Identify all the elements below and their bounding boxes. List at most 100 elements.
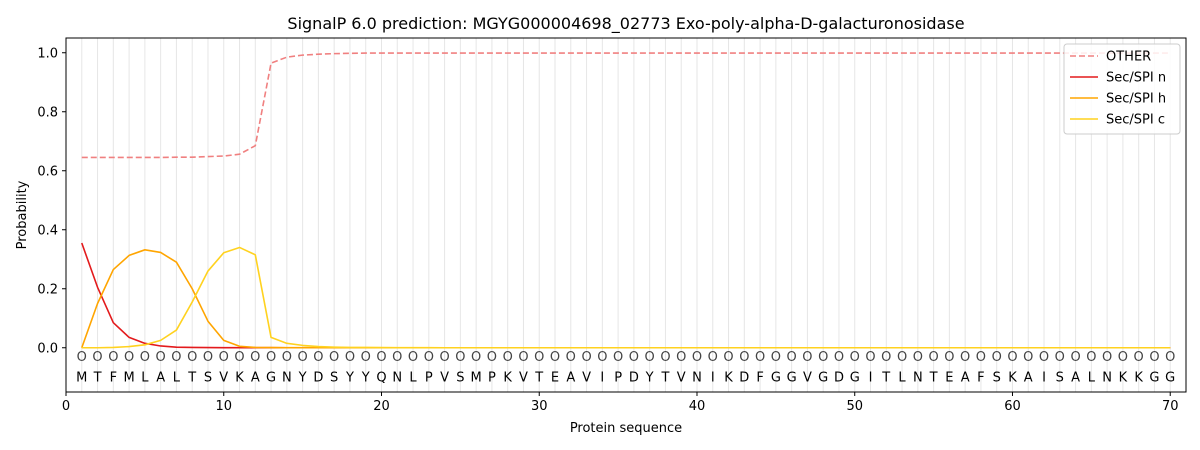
region-label: O	[392, 350, 402, 365]
region-label: O	[566, 350, 576, 365]
region-label: O	[1055, 350, 1065, 365]
sequence-letter: V	[219, 370, 228, 385]
sequence-letter: V	[803, 370, 812, 385]
region-label: O	[629, 350, 639, 365]
region-label: O	[802, 350, 812, 365]
region-label: O	[471, 350, 481, 365]
series-line-sec-spi-c	[81, 246, 1171, 349]
legend-entry: Sec/SPI c	[1106, 113, 1165, 128]
region-label: O	[771, 350, 781, 365]
series-line-other	[81, 52, 1171, 159]
sequence-letter: I	[711, 370, 715, 385]
sequence-letter: E	[551, 370, 559, 385]
vertical-grid	[81, 38, 1171, 392]
sequence-letter: A	[961, 370, 970, 385]
sequence-letter: S	[456, 370, 464, 385]
region-label: O	[298, 350, 308, 365]
sequence-letter: D	[739, 370, 749, 385]
sequence-letter: A	[566, 370, 575, 385]
x-axis-ticks: 0 10 20 30 40 50 60 70	[62, 392, 1179, 414]
sequence-letter: E	[945, 370, 953, 385]
sequence-letter: A	[251, 370, 260, 385]
sequence-letter: N	[1102, 370, 1112, 385]
sequence-letter: D	[629, 370, 639, 385]
region-label: O	[282, 350, 292, 365]
sequence-letter: K	[235, 370, 244, 385]
region-label: O	[708, 350, 718, 365]
sequence-letter: L	[1088, 370, 1096, 385]
region-label: O	[755, 350, 765, 365]
region-label: O	[518, 350, 528, 365]
legend: OTHER Sec/SPI n Sec/SPI h Sec/SPI c	[1063, 43, 1181, 135]
sequence-letter: K	[503, 370, 512, 385]
x-tick-label: 70	[1162, 399, 1179, 414]
region-label: O	[455, 350, 465, 365]
region-label: O	[597, 350, 607, 365]
sequence-letter: G	[818, 370, 828, 385]
region-label: O	[881, 350, 891, 365]
x-tick-label: 10	[215, 399, 232, 414]
region-label: O	[897, 350, 907, 365]
region-label: O	[913, 350, 923, 365]
region-label: O	[1134, 350, 1144, 365]
x-tick-label: 60	[1004, 399, 1021, 414]
sequence-letter: L	[141, 370, 149, 385]
region-label: O	[660, 350, 670, 365]
sequence-letter: G	[787, 370, 797, 385]
region-label: O	[313, 350, 323, 365]
sequence-letter: V	[677, 370, 686, 385]
sequence-letter: I	[1042, 370, 1046, 385]
region-label: O	[1086, 350, 1096, 365]
region-label: O	[361, 350, 371, 365]
region-label: O	[534, 350, 544, 365]
legend-entry: Sec/SPI h	[1106, 92, 1166, 107]
x-tick-label: 30	[531, 399, 548, 414]
region-label: O	[124, 350, 134, 365]
sequence-letter: S	[993, 370, 1001, 385]
sequence-letter: Y	[645, 370, 654, 385]
sequence-letter: Q	[376, 370, 386, 385]
x-tick-label: 40	[689, 399, 706, 414]
region-label: O	[1102, 350, 1112, 365]
sequence-letter: Y	[361, 370, 370, 385]
sequence-letter: L	[409, 370, 417, 385]
region-label: O	[723, 350, 733, 365]
region-label: O	[928, 350, 938, 365]
sequence-letter: T	[534, 370, 543, 385]
legend-entry: Sec/SPI n	[1106, 71, 1166, 86]
region-label: O	[424, 350, 434, 365]
region-label: O	[850, 350, 860, 365]
sequence-letter: A	[156, 370, 165, 385]
sequence-letter: S	[204, 370, 212, 385]
y-tick-label: 1.0	[37, 46, 58, 61]
sequence-letter: V	[582, 370, 591, 385]
sequence-letter: M	[123, 370, 134, 385]
y-tick-label: 0.8	[37, 105, 58, 120]
region-label: O	[581, 350, 591, 365]
sequence-letter: D	[313, 370, 323, 385]
series-lines	[81, 52, 1171, 349]
plot-frame	[65, 37, 1187, 393]
x-axis-label: Protein sequence	[570, 421, 682, 436]
sequence-letter: K	[724, 370, 733, 385]
legend-frame	[1063, 43, 1181, 135]
region-label: O	[1023, 350, 1033, 365]
sequence-letter: V	[440, 370, 449, 385]
region-label: O	[1007, 350, 1017, 365]
plot-background	[66, 38, 1186, 392]
sequence-letter: N	[913, 370, 923, 385]
y-tick-label: 0.0	[37, 341, 58, 356]
sequence-letter: M	[76, 370, 87, 385]
region-label: O	[234, 350, 244, 365]
sequence-letter: P	[425, 370, 433, 385]
region-label: O	[266, 350, 276, 365]
region-label: O	[108, 350, 118, 365]
region-label: O	[944, 350, 954, 365]
region-label: O	[1149, 350, 1159, 365]
sequence-letter: G	[1149, 370, 1159, 385]
region-label: O	[203, 350, 213, 365]
sequence-letter: V	[519, 370, 528, 385]
sequence-letter: K	[1134, 370, 1143, 385]
